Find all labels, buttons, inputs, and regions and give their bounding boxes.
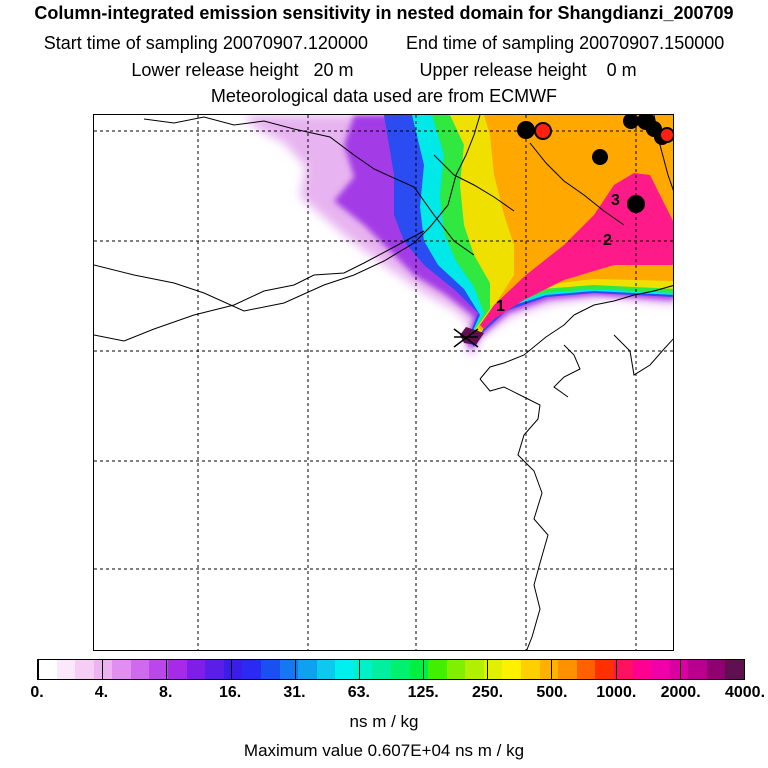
color-scale-segment (651, 660, 670, 679)
color-scale-segment (595, 660, 614, 679)
upper-release-label: Upper release height 0 m (419, 60, 637, 80)
color-scale-tick (230, 660, 232, 679)
met-data-label: Meteorological data used are from ECMWF (210, 86, 558, 106)
color-scale-segment (428, 660, 447, 679)
color-scale-segment (632, 660, 652, 679)
color-scale-segment (669, 660, 689, 679)
color-scale-tick (358, 660, 360, 679)
max-value-label: Maximum value 0.607E+04 ns m / kg (243, 741, 525, 760)
color-scale-label: 8. (159, 684, 173, 701)
color-scale-bar (37, 659, 745, 680)
map-title: Column-integrated emission sensitivity i… (34, 3, 734, 23)
color-scale-label: 4000. (724, 684, 766, 701)
color-scale-segment (242, 660, 261, 679)
color-scale-segment (558, 660, 577, 679)
marker-label-1: 1 (496, 298, 505, 315)
color-scale-tick (744, 660, 745, 679)
color-scale-segment (186, 660, 206, 679)
color-scale-segment (75, 660, 94, 679)
cluster-markers (517, 115, 673, 213)
sensitivity-field (244, 115, 673, 355)
color-scale-segment (372, 660, 391, 679)
color-scale-tick (102, 660, 104, 679)
color-scale-segment (316, 660, 336, 679)
color-scale-segment (576, 660, 596, 679)
color-scale-label: 63. (347, 684, 370, 701)
marker-label-3: 3 (611, 192, 620, 209)
color-scale-segment (409, 660, 429, 679)
lat-lon-grid (94, 115, 673, 650)
color-scale-tick (551, 660, 553, 679)
color-scale-segment (149, 660, 169, 679)
color-scale-label: 0. (30, 684, 44, 701)
color-scale-label: 16. (218, 684, 242, 701)
release-height-line: Lower release height 20 m Upper release … (0, 60, 768, 81)
cluster-dot (592, 149, 608, 165)
color-scale-label: 1000. (596, 684, 637, 701)
release-site-marker (453, 328, 479, 348)
color-scale-segment (260, 660, 280, 679)
cluster-dot-red (659, 127, 673, 143)
cluster-dot (517, 121, 535, 139)
cluster-dot (623, 115, 639, 129)
color-scale-tick (294, 660, 296, 679)
end-time-label: End time of sampling 20070907.150000 (406, 33, 725, 53)
color-scale-label: 250. (471, 684, 504, 701)
color-scale-tick (487, 660, 489, 679)
coastlines (94, 115, 673, 650)
color-scale-segment (725, 660, 744, 679)
cluster-dot (627, 195, 645, 213)
color-scale-segment (483, 660, 503, 679)
color-scale-segment (298, 660, 317, 679)
color-scale-segment (56, 660, 76, 679)
plume-magenta (480, 173, 673, 329)
map-canvas: 1 2 3 (94, 115, 673, 650)
color-scale-segment (223, 660, 243, 679)
color-scale-segment (130, 660, 150, 679)
color-scale-segment (521, 660, 540, 679)
color-scale-label: 125. (407, 684, 439, 701)
color-scale-segment (688, 660, 707, 679)
color-scale-segment (353, 660, 373, 679)
color-scale-label: 2000. (660, 684, 701, 701)
color-scale-label: 31. (283, 684, 306, 701)
lower-release-label: Lower release height 20 m (131, 60, 354, 80)
color-scale-label: 4. (94, 684, 109, 701)
color-scale-segment (539, 660, 559, 679)
trajectory-labels: 1 2 3 (496, 192, 620, 315)
color-scale-segment (465, 660, 484, 679)
color-scale-tick (38, 660, 39, 679)
color-scale-segment (390, 660, 410, 679)
color-scale-segment (205, 660, 224, 679)
color-scale-segment (112, 660, 131, 679)
color-scale-tick (679, 660, 681, 679)
marker-label-2: 2 (603, 232, 612, 249)
color-scale-segment (446, 660, 466, 679)
sampling-time-line: Start time of sampling 20070907.120000 E… (0, 33, 768, 54)
color-scale-segment (38, 660, 57, 679)
units-label: ns m / kg (349, 712, 419, 731)
color-scale-segment (279, 660, 299, 679)
color-scale-segment (502, 660, 522, 679)
color-scale-segment (168, 660, 187, 679)
color-scale-label: 500. (536, 684, 568, 701)
color-scale-segment (335, 660, 354, 679)
plume-dark-core (460, 327, 484, 345)
cluster-dot-red (534, 122, 552, 140)
color-scale-tick (423, 660, 425, 679)
map-panel: 1 2 3 (93, 114, 674, 651)
color-scale-segment (706, 660, 726, 679)
color-scale-tick (166, 660, 168, 679)
color-scale-tick (615, 660, 617, 679)
color-scale-segment (613, 660, 633, 679)
start-time-label: Start time of sampling 20070907.120000 (43, 33, 368, 53)
